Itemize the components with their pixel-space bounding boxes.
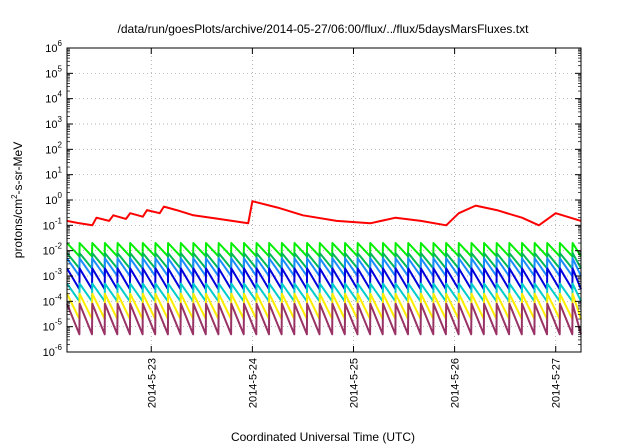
series-line-3 [66,257,582,277]
x-tick-label: 2014-5-23 [146,358,158,408]
y-tick-label-exponent: 1 [58,166,63,175]
y-tick-label: 10-3 [43,267,63,283]
y-tick-label-base: 10 [45,119,57,131]
y-tick-label-base: 10 [43,296,55,308]
y-axis-ticks: 10-610-510-410-310-210-11001011021031041… [43,39,581,359]
y-tick-label-base: 10 [43,322,55,334]
y-tick-label: 10-2 [43,242,63,258]
y-tick-label-exponent: 4 [58,90,63,99]
y-tick-label-exponent: -5 [55,318,63,327]
y-tick-label: 10-4 [43,292,63,308]
y-tick-label: 104 [45,90,62,106]
series-line-7 [66,302,582,336]
y-tick-label: 100 [45,191,62,207]
y-tick-label-exponent: 0 [58,191,63,200]
x-axis-label: Coordinated Universal Time (UTC) [231,430,415,444]
y-tick-label-exponent: 5 [58,64,63,73]
series-layer [66,200,582,336]
y-tick-label-exponent: -1 [55,216,63,225]
y-tick-label-base: 10 [45,68,57,80]
y-tick-label-base: 10 [43,271,55,283]
series-line-1 [66,242,582,258]
y-tick-label: 105 [45,64,62,80]
y-tick-label: 103 [45,115,62,131]
y-tick-label-base: 10 [45,94,57,106]
y-tick-label: 106 [45,39,62,55]
x-tick-label: 2014-5-24 [247,358,259,408]
series-line-4 [66,267,582,291]
y-tick-label-base: 10 [43,246,55,258]
y-tick-label-base: 10 [45,144,57,156]
y-tick-label-base: 10 [43,347,55,359]
y-tick-label-exponent: 2 [58,140,63,149]
y-tick-label-base: 10 [43,220,55,232]
y-tick-label: 102 [45,140,62,156]
y-tick-label: 10-6 [43,343,63,359]
y-tick-label-base: 10 [45,43,57,55]
y-tick-label-exponent: -6 [55,343,63,352]
series-line-0 [66,200,582,227]
y-axis-label-rest: -s-sr-MeV [11,142,25,195]
y-tick-label-base: 10 [45,195,57,207]
y-tick-label-exponent: 3 [58,115,63,124]
y-tick-label-exponent: -3 [55,267,63,276]
y-tick-label-exponent: -4 [55,292,63,301]
x-tick-label: 2014-5-25 [348,358,360,408]
y-tick-label: 10-1 [43,216,63,232]
y-tick-label-exponent: -2 [55,242,63,251]
y-tick-label-base: 10 [45,170,57,182]
series-line-5 [66,282,582,303]
y-axis-label-superscript: 2 [10,194,19,199]
y-axis-label-base: protons/cm [11,199,25,258]
chart-title: /data/run/goesPlots/archive/2014-05-27/0… [118,22,530,36]
x-axis-ticks: 2014-5-23 2014-5-24 2014-5-25 2014-5-26 2014… [146,48,563,408]
plot-area: 10-610-510-410-310-210-11001011021031041… [43,39,582,408]
y-tick-label-exponent: 6 [58,39,63,48]
y-tick-label: 101 [45,166,62,182]
y-tick-label: 10-5 [43,318,63,334]
x-tick-label: 2014-5-27 [551,358,563,408]
x-tick-label: 2014-5-26 [450,358,462,408]
y-axis-label: protons/cm2-s-sr-MeV [10,142,25,258]
